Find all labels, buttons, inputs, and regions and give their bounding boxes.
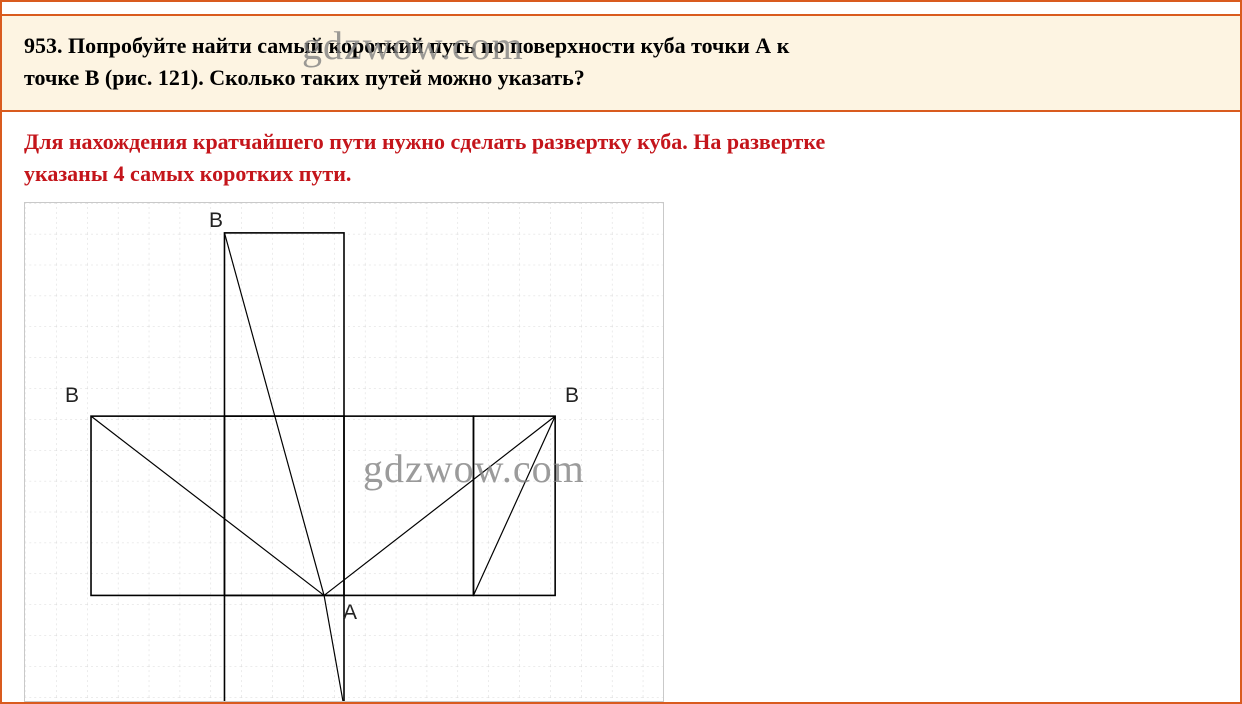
label-b-top: B: [209, 209, 223, 233]
net-diagram-svg: [25, 203, 663, 701]
label-b-right: B: [565, 384, 579, 408]
problem-line1: Попробуйте найти самый короткий путь по …: [68, 33, 789, 58]
problem-text: 953. Попробуйте найти самый короткий пут…: [24, 30, 1218, 94]
answer-text: Для нахождения кратчайшего пути нужно сд…: [24, 126, 1218, 190]
answer-line1: Для нахождения кратчайшего пути нужно сд…: [24, 129, 825, 154]
problem-line2: точке В (рис. 121). Сколько таких путей …: [24, 65, 585, 90]
label-a: A: [343, 601, 357, 625]
problem-cell: 953. Попробуйте найти самый короткий пут…: [2, 16, 1240, 112]
diagram-container: B B B A gdzwow.com: [24, 202, 664, 702]
problem-number: 953.: [24, 33, 63, 58]
label-b-left: B: [65, 384, 79, 408]
top-strip: [2, 2, 1240, 16]
answer-line2: указаны 4 самых коротких пути.: [24, 161, 351, 186]
document-frame: 953. Попробуйте найти самый короткий пут…: [0, 0, 1242, 704]
answer-cell: Для нахождения кратчайшего пути нужно сд…: [2, 112, 1240, 702]
